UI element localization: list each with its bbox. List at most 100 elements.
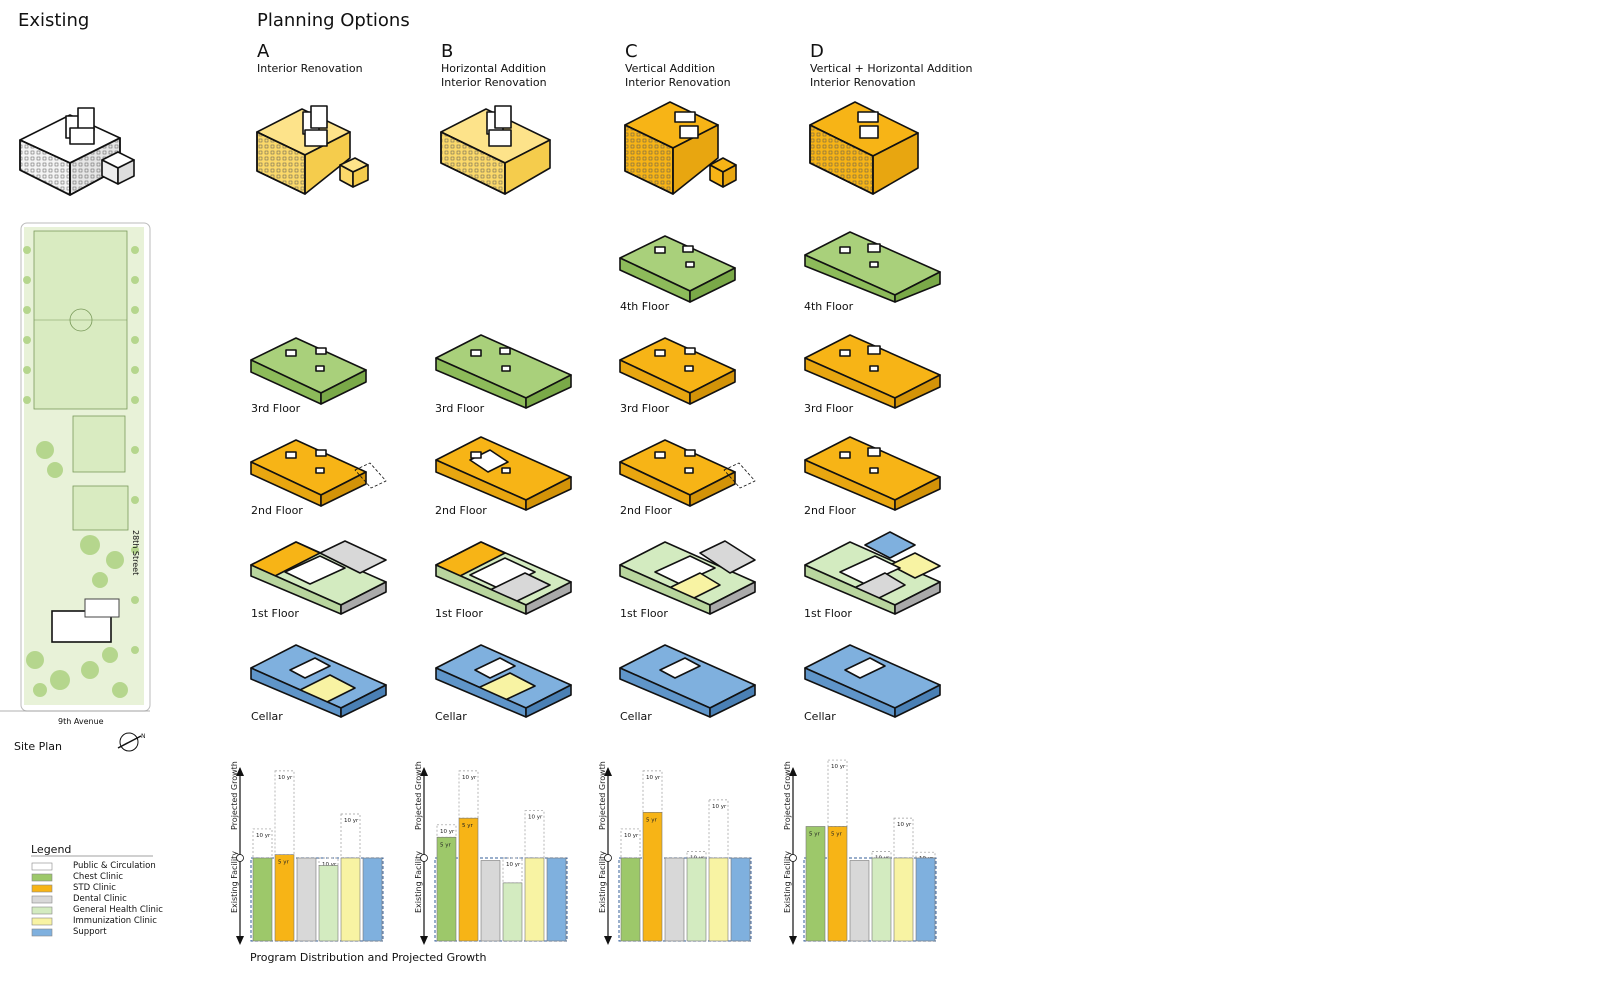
chart-d-bar-1-ten-outline: [827, 759, 848, 827]
option-b-cellar-label: Cellar: [435, 710, 467, 723]
chart-c-axis-arrow-up: [604, 767, 612, 776]
option-a-description: Interior Renovation: [257, 62, 363, 75]
chart-d-bar-3-ten-outline: [871, 851, 892, 859]
avenue-label: 9th Avenue: [58, 717, 104, 726]
chart-a-origin-marker: [236, 854, 244, 862]
option-d-2nd-floor: [804, 436, 941, 511]
chart-a-bar-3-ten-label: 10 yr: [322, 862, 337, 868]
legend-label-public: Public & Circulation: [73, 861, 156, 871]
north-label: N: [141, 733, 146, 740]
option-b-building: [440, 105, 551, 195]
option-b-cellar: [435, 644, 572, 718]
chart-d-existing-label: Existing Facility: [783, 851, 792, 913]
chart-b-bar-4-ten-label: 10 yr: [528, 815, 543, 821]
chart-a-bar-5: [362, 857, 383, 942]
option-d-1st-floor-label: 1st Floor: [804, 607, 852, 620]
chart-d-bar-5: [915, 857, 936, 942]
option-d-4th-floor-label: 4th Floor: [804, 300, 854, 313]
chart-c-axis-arrow-down: [604, 936, 612, 945]
chart-d-bar-3: [871, 857, 892, 942]
option-c-description: Vertical Addition Interior Renovation: [625, 62, 731, 89]
option-a-2nd-floor-label: 2nd Floor: [251, 504, 303, 517]
chart-a-axis-arrow-up: [236, 767, 244, 776]
legend-swatch-general: [31, 906, 53, 915]
chart-a-bar-3-ten-outline: [318, 857, 339, 866]
chart-c-bar-0: [620, 857, 641, 942]
chart-c-bar-4-ten-label: 10 yr: [712, 804, 727, 810]
chart-b-bar-3: [502, 882, 523, 942]
chart-a-bar-1: [274, 854, 295, 942]
existing-building: [19, 107, 135, 196]
existing-heading: Existing: [18, 10, 90, 31]
chart-a-existing-label: Existing Facility: [230, 851, 239, 913]
chart-a-axis-arrow-down: [236, 936, 244, 945]
option-d-4th-floor: [804, 231, 941, 303]
street-label: 28th Street: [131, 530, 140, 576]
option-a-cellar: [250, 644, 387, 718]
option-c-cellar-label: Cellar: [620, 710, 652, 723]
legend-label-chest: Chest Clinic: [73, 872, 124, 882]
legend-swatch-std: [31, 884, 53, 893]
option-c-cellar: [619, 644, 756, 718]
chart-d-bar-1-five-label: 5 yr: [831, 831, 843, 837]
site-plan-label: Site Plan: [14, 740, 63, 753]
option-c-3rd-floor-label: 3rd Floor: [620, 402, 670, 415]
option-c-header: C Vertical Addition Interior Renovation: [625, 41, 731, 90]
chart-c-bar-1-five-label: 5 yr: [646, 817, 658, 823]
chart-a-existing-frame: [250, 857, 384, 942]
chart-d-axis-arrow-up: [789, 767, 797, 776]
chart-b-bar-3-ten-label: 10 yr: [506, 862, 521, 868]
option-a-3rd-floor-label: 3rd Floor: [251, 402, 301, 415]
chart-b-bar-1-five-label: 5 yr: [462, 823, 474, 829]
chart-c-bar-1-ten-label: 10 yr: [646, 775, 661, 781]
chart-a-bar-3: [318, 865, 339, 942]
chart-c-bar-4: [708, 857, 729, 942]
planning-options-heading: Planning Options: [257, 10, 410, 31]
chart-c-bar-2: [664, 857, 685, 942]
option-d-3rd-floor-label: 3rd Floor: [804, 402, 854, 415]
option-c-letter: C: [625, 41, 638, 62]
option-c-3rd-floor: [619, 337, 736, 405]
option-a-1st-floor: [250, 540, 387, 615]
legend-swatch-immun: [31, 917, 53, 926]
option-b-1st-floor: [435, 541, 572, 615]
chart-b-growth-label: Projected Growth: [414, 761, 423, 830]
chart-b-bar-2: [480, 860, 501, 942]
option-b-3rd-floor-label: 3rd Floor: [435, 402, 485, 415]
option-a-letter: A: [257, 41, 270, 62]
option-d-1st-floor: [804, 531, 941, 615]
chart-a-bar-4-ten-label: 10 yr: [344, 818, 359, 824]
chart-a-bar-0: [252, 857, 273, 942]
chart-d-existing-frame: [803, 857, 937, 942]
option-c-4th-floor-label: 4th Floor: [620, 300, 670, 313]
option-d-cellar: [804, 644, 941, 718]
legend-swatch-chest: [31, 873, 53, 882]
chart-c-bar-5: [730, 857, 751, 942]
chart-b-existing-frame: [434, 857, 568, 942]
chart-d-bar-4-ten-label: 10 yr: [897, 822, 912, 828]
option-a-3rd-floor: [250, 337, 367, 405]
legend-swatch-public: [31, 862, 53, 871]
chart-b-origin-marker: [420, 854, 428, 862]
option-b-header: B Horizontal Addition Interior Renovatio…: [441, 41, 547, 90]
option-b-letter: B: [441, 41, 454, 62]
option-a-2nd-floor: [250, 439, 387, 507]
option-c-1st-floor-label: 1st Floor: [620, 607, 668, 620]
chart-c-growth-label: Projected Growth: [598, 761, 607, 830]
chart-c-bar-3-ten-outline: [686, 851, 707, 859]
chart-b-bar-5: [546, 857, 567, 942]
legend-title: Legend: [31, 843, 72, 856]
option-d-letter: D: [810, 41, 824, 62]
legend-label-dental: Dental Clinic: [73, 894, 127, 904]
program-distribution-charts: Projected Growth Existing Facility 10 yr 10…: [230, 759, 937, 945]
chart-c-existing-label: Existing Facility: [598, 851, 607, 913]
chart-c-bar-4-ten-outline: [708, 799, 729, 859]
chart-d-bar-1: [827, 826, 848, 942]
chart-a-bar-1-ten-label: 10 yr: [278, 775, 293, 781]
chart-a-bar-4: [340, 857, 361, 942]
option-d-2nd-floor-label: 2nd Floor: [804, 504, 856, 517]
chart-d-bar-2: [849, 860, 870, 942]
chart-b-bar-0: [436, 836, 457, 942]
chart-a-bar-0-ten-label: 10 yr: [256, 833, 271, 839]
